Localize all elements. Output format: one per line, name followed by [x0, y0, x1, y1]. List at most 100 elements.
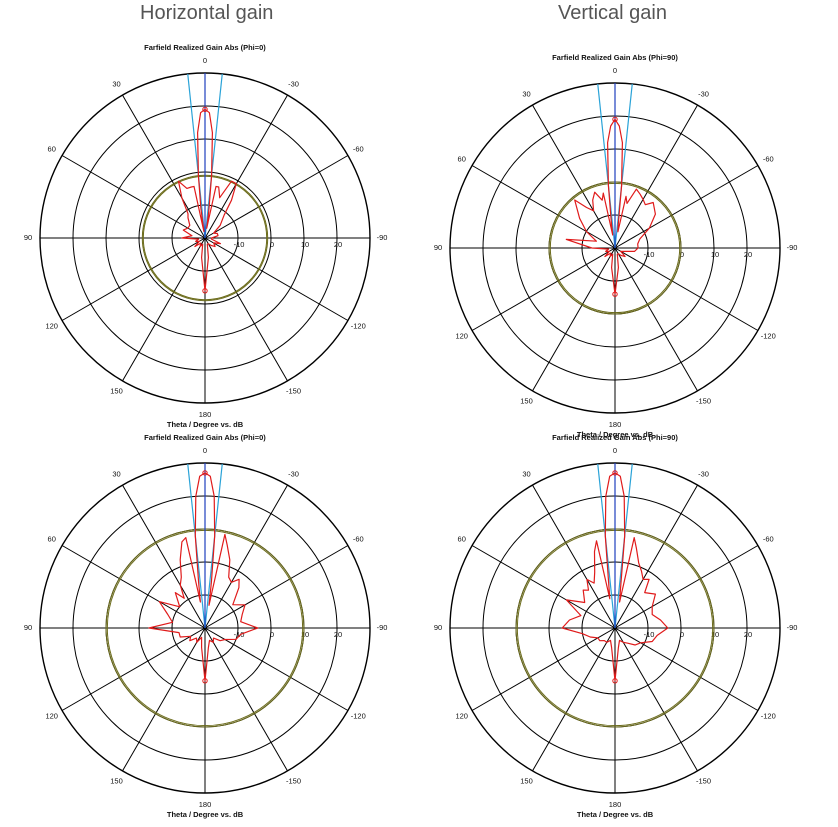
grid-spoke	[61, 545, 206, 629]
grid-spoke	[204, 237, 349, 321]
angle-tick-label: 120	[455, 331, 468, 340]
grid-spoke	[61, 627, 206, 711]
angle-tick-label: 150	[520, 396, 533, 405]
radial-tick-label: -10	[234, 630, 245, 639]
grid-spoke	[471, 627, 616, 711]
beam-width-line	[187, 73, 206, 239]
angle-tick-label: 0	[613, 66, 617, 75]
angle-tick-label: 180	[199, 800, 212, 809]
angle-tick-label: 30	[112, 80, 120, 89]
beam-width-line	[597, 83, 616, 249]
radial-tick-label: -10	[234, 240, 245, 249]
radial-tick-label: 20	[334, 630, 342, 639]
vertical-gain-heading: Vertical gain	[558, 2, 667, 24]
radial-tick-label: 10	[301, 630, 309, 639]
angle-tick-label: -90	[787, 623, 798, 632]
grid-spoke	[471, 545, 616, 629]
grid-spoke	[614, 247, 698, 392]
grid-spoke	[122, 237, 206, 382]
grid-spoke	[204, 545, 349, 629]
grid-spoke	[614, 545, 759, 629]
angle-tick-label: -120	[351, 711, 366, 720]
angle-tick-label: 150	[110, 776, 123, 785]
angle-tick-label: -30	[288, 470, 299, 479]
polar-plot-horizontal-top: Farfield Realized Gain Abs (Phi=0) Theta …	[24, 43, 388, 429]
angle-tick-label: -120	[761, 331, 776, 340]
angle-tick-label: 120	[45, 711, 58, 720]
chart-title: Farfield Realized Gain Abs (Phi=0)	[144, 43, 266, 52]
radial-tick-label: 0	[680, 630, 684, 639]
angle-tick-label: -30	[698, 90, 709, 99]
angle-tick-label: -60	[353, 534, 364, 543]
angle-tick-label: 0	[613, 446, 617, 455]
gain-marker	[612, 470, 618, 476]
grid-spoke	[532, 627, 616, 772]
radial-tick-label: 0	[680, 250, 684, 259]
gain-marker	[612, 116, 618, 123]
grid-spoke	[122, 484, 206, 629]
radial-tick-label: 10	[711, 630, 719, 639]
gain-marker	[202, 470, 208, 476]
angle-tick-label: -60	[763, 534, 774, 543]
angle-tick-label: 90	[24, 233, 32, 242]
radial-tick-label: 0	[270, 240, 274, 249]
grid-spoke	[122, 94, 206, 239]
chart-title: Farfield Realized Gain Abs (Phi=90)	[552, 433, 678, 442]
angle-tick-label: 60	[458, 154, 466, 163]
angle-tick-label: -60	[353, 144, 364, 153]
polar-plot-vertical-bottom: Farfield Realized Gain Abs (Phi=90)Theta…	[434, 433, 798, 819]
radial-tick-label: 20	[334, 240, 342, 249]
grid-spoke	[614, 484, 698, 629]
grid-spoke	[532, 104, 616, 249]
angle-tick-label: -60	[763, 154, 774, 163]
grid-spoke	[204, 94, 288, 239]
angle-tick-label: 90	[434, 623, 442, 632]
gain-trace	[177, 108, 237, 292]
grid-spoke	[204, 627, 288, 772]
chart-title: Farfield Realized Gain Abs (Phi=90)	[552, 53, 678, 62]
angle-tick-label: 60	[48, 534, 56, 543]
angle-tick-label: -30	[288, 80, 299, 89]
horizontal-gain-heading: Horizontal gain	[140, 2, 274, 24]
angle-tick-label: 30	[112, 470, 120, 479]
angle-tick-label: -150	[696, 396, 711, 405]
beam-width-line	[204, 73, 223, 239]
angle-tick-label: 30	[522, 90, 530, 99]
grid-spoke	[204, 484, 288, 629]
grid-spoke	[471, 165, 616, 249]
x-axis-label: Theta / Degree vs. dB	[577, 430, 654, 439]
x-axis-label: Theta / Degree vs. dB	[167, 420, 244, 429]
grid-spoke	[614, 627, 759, 711]
radial-tick-label: 20	[744, 250, 752, 259]
grid-spoke	[204, 237, 288, 382]
grid-spoke	[204, 155, 349, 239]
angle-tick-label: 180	[609, 420, 622, 429]
gain-marker	[202, 288, 208, 294]
angle-tick-label: 150	[110, 386, 123, 395]
angle-tick-label: -150	[696, 776, 711, 785]
radial-tick-label: 0	[270, 630, 274, 639]
grid-spoke	[614, 165, 759, 249]
grid-spoke	[532, 484, 616, 629]
angle-tick-label: -120	[351, 321, 366, 330]
grid-spoke	[204, 627, 349, 711]
angle-tick-label: -90	[377, 623, 388, 632]
grid-spoke	[614, 247, 759, 331]
angle-tick-label: 0	[203, 56, 207, 65]
angle-tick-label: 90	[24, 623, 32, 632]
radial-tick-label: 10	[711, 250, 719, 259]
angle-tick-label: 180	[199, 410, 212, 419]
angle-tick-label: -90	[377, 233, 388, 242]
angle-tick-label: -150	[286, 776, 301, 785]
gain-trace	[561, 472, 669, 682]
gain-trace	[148, 472, 259, 682]
angle-tick-label: 180	[609, 800, 622, 809]
grid-spoke	[471, 247, 616, 331]
gain-marker	[202, 678, 208, 684]
gain-trace	[565, 118, 656, 295]
angle-tick-label: 150	[520, 776, 533, 785]
angle-tick-label: 60	[48, 144, 56, 153]
gain-marker	[202, 106, 208, 113]
angle-tick-label: 60	[458, 534, 466, 543]
gain-marker	[612, 678, 618, 684]
